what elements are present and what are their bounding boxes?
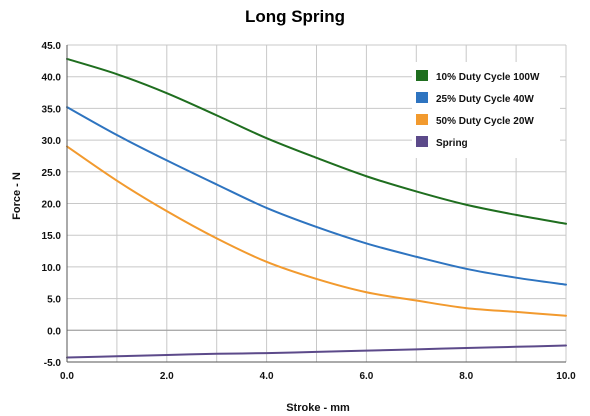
series-line-spring	[66, 344, 567, 359]
x-tick-label: 2.0	[160, 371, 174, 382]
x-tick-label: 8.0	[459, 371, 473, 382]
y-tick-label: 25.0	[42, 168, 62, 179]
x-axis-title: Stroke - mm	[286, 402, 350, 414]
series-line-10-duty-cycle-100w	[66, 57, 567, 225]
chart-title: Long Spring	[245, 7, 345, 26]
series-line-25-duty-cycle-40w	[66, 106, 567, 286]
legend-label: 10% Duty Cycle 100W	[436, 72, 540, 83]
y-tick-label: 45.0	[42, 41, 62, 52]
legend-swatch	[416, 70, 428, 81]
legend-swatch	[416, 136, 428, 147]
legend-label: Spring	[436, 138, 468, 149]
legend-swatch	[416, 114, 428, 125]
y-tick-label: 10.0	[42, 263, 62, 274]
y-tick-label: -5.0	[44, 358, 62, 369]
x-tick-label: 10.0	[556, 371, 576, 382]
y-tick-label: 0.0	[47, 326, 61, 337]
legend: 10% Duty Cycle 100W 25% Duty Cycle 40W 50%…	[412, 62, 560, 158]
y-tick-label: 30.0	[42, 136, 62, 147]
legend-swatch	[416, 92, 428, 103]
series-lines	[66, 57, 567, 359]
y-tick-label: 15.0	[42, 231, 62, 242]
x-tick-label: 4.0	[260, 371, 274, 382]
y-tick-label: 40.0	[42, 73, 62, 84]
y-tick-label: 35.0	[42, 104, 62, 115]
legend-box	[412, 62, 560, 158]
legend-label: 50% Duty Cycle 20W	[436, 116, 534, 127]
series-line-50-duty-cycle-20w	[66, 145, 567, 317]
y-tick-label: 20.0	[42, 200, 62, 211]
x-tick-label: 0.0	[60, 371, 74, 382]
x-tick-label: 6.0	[359, 371, 373, 382]
legend-label: 25% Duty Cycle 40W	[436, 94, 534, 105]
y-tick-label: 5.0	[47, 295, 61, 306]
axes: 45.0 40.0 35.0 30.0 25.0 20.0 15.0 10.0 5.0 0.0 -5…	[42, 41, 577, 382]
y-axis-title: Force - N	[11, 172, 23, 220]
